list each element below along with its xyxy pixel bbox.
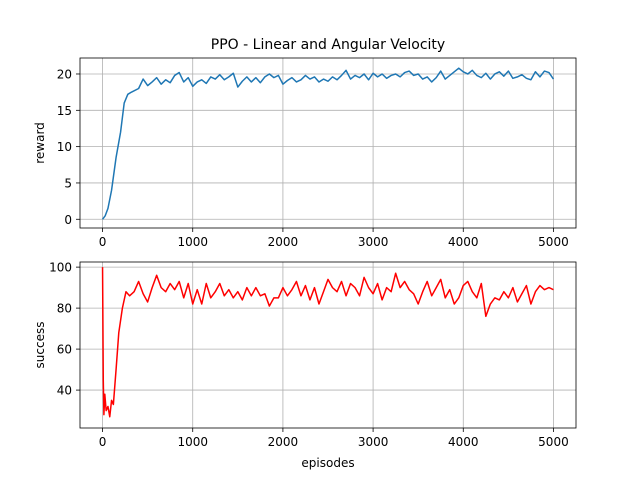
plot-frame [79,261,577,429]
chart-panel-2: 0 1000 2000 3000 4000 5000 40 60 80 100 success epi… [33,261,577,470]
x-tick-label: 3000 [358,235,389,249]
x-tick-label: 0 [99,435,107,449]
y-tick-label: 10 [57,140,72,154]
y-tick-label: 20 [57,67,72,81]
plot-frame [79,57,577,229]
x-tick-label: 5000 [538,435,569,449]
y-tick-label: 100 [49,261,72,275]
y-axis-label: success [33,322,47,369]
x-tick-label: 1000 [177,435,208,449]
x-tick-label: 2000 [268,435,299,449]
y-tick-label: 0 [64,213,72,227]
series-line [101,267,554,418]
y-tick-label: 40 [57,384,72,398]
x-tick-label: 4000 [448,235,479,249]
y-tick-label: 60 [57,343,72,357]
series-line [101,67,555,220]
x-tick-label: 2000 [268,235,299,249]
chart-title: PPO - Linear and Angular Velocity [211,37,445,53]
x-tick-label: 0 [99,235,107,249]
y-tick-label: 5 [64,176,72,190]
x-tick-label: 1000 [177,235,208,249]
y-tick-label: 15 [57,104,72,118]
x-axis-label: episodes [301,456,354,470]
x-tick-label: 5000 [538,235,569,249]
y-axis-label: reward [33,122,47,164]
y-tick-label: 80 [57,302,72,316]
x-tick-label: 3000 [358,435,389,449]
chart-panel-1: 0 1000 2000 3000 4000 5000 0 5 10 15 20 reward PPO -… [33,37,577,249]
x-tick-label: 4000 [448,435,479,449]
